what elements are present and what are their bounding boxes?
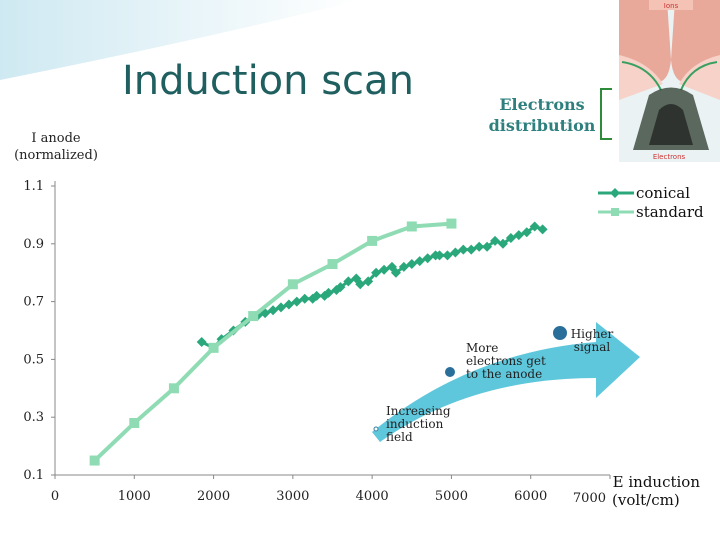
slide-title: Induction scan: [122, 58, 414, 104]
data-point-conical: [450, 247, 461, 258]
data-point-conical: [474, 241, 485, 252]
x-tick-label: 5000: [435, 489, 468, 504]
chart-axes: 0.1 0.3 0.5 0.7 0.9 1.1 0 1000 2000 3000 4000 5000 6…: [23, 179, 700, 509]
annotation-more-electrons: More: [466, 341, 498, 355]
x-tick-label: 0: [51, 489, 59, 504]
data-point-conical: [299, 293, 310, 304]
legend-marker-standard: [611, 208, 619, 216]
data-point-conical: [283, 299, 294, 310]
series-standard: [89, 218, 457, 466]
data-point-conical: [355, 279, 366, 290]
annotation-increasing-field: field: [386, 430, 413, 444]
data-point-conical: [537, 224, 548, 235]
x-tick-label: 1000: [118, 489, 151, 504]
series-line-standard: [93, 221, 452, 463]
data-point-standard: [446, 218, 457, 229]
data-point-standard: [208, 342, 219, 353]
data-point-standard: [327, 259, 338, 270]
data-point-standard: [406, 221, 417, 232]
data-point-conical: [513, 230, 524, 241]
y-tick-label: 1.1: [23, 179, 44, 194]
data-point-conical: [275, 302, 286, 313]
legend-marker-conical: [610, 188, 620, 198]
arrow-start-dot: [373, 426, 379, 432]
y-tick-label: 0.1: [23, 468, 44, 483]
electrons-distribution-label: Electrons distribution: [488, 95, 596, 135]
data-point-standard: [168, 383, 179, 394]
x-tick-label: 6000: [514, 489, 547, 504]
chart-series: [89, 218, 548, 466]
inset-ions-label: Ions: [664, 2, 679, 10]
data-point-standard: [287, 279, 298, 290]
data-point-conical: [398, 261, 409, 272]
data-point-conical: [291, 296, 302, 307]
data-point-standard: [129, 417, 140, 428]
y-axis-title-line-1: I anode: [31, 131, 81, 146]
data-point-conical: [505, 233, 516, 244]
x-tick-label: 2000: [197, 489, 230, 504]
data-point-conical: [363, 276, 374, 287]
data-point-conical: [466, 244, 477, 255]
arrow-end-dot: [551, 324, 569, 342]
annotation-more-electrons: to the anode: [466, 367, 542, 381]
data-point-conical: [482, 241, 493, 252]
y-axis-title: I anode (normalized): [8, 130, 104, 164]
inset-electrons-label: Electrons: [653, 153, 686, 161]
x-tick-label: 3000: [276, 489, 309, 504]
data-point-conical: [371, 267, 382, 278]
bracket-icon: [600, 88, 612, 140]
x-axis-title-line-2: (volt/cm): [612, 491, 680, 509]
x-tick-label: 4000: [356, 489, 389, 504]
data-point-standard: [89, 455, 100, 466]
data-point-conical: [406, 259, 417, 270]
legend-label-standard: standard: [636, 203, 704, 221]
data-point-conical: [343, 276, 354, 287]
data-point-conical: [422, 253, 433, 264]
induction-scan-chart: 0.1 0.3 0.5 0.7 0.9 1.1 0 1000 2000 3000 4000 5000 6…: [23, 179, 704, 509]
data-point-conical: [434, 250, 445, 261]
signal-arrow-shape: [372, 322, 640, 442]
arrow-mid-dot: [443, 365, 457, 379]
x-axis-title-line-1: E induction: [613, 473, 701, 491]
data-point-conical: [390, 267, 401, 278]
data-point-conical: [497, 238, 508, 249]
data-point-conical: [323, 287, 334, 298]
y-tick-label: 0.7: [23, 295, 44, 310]
annotation-higher-signal: signal: [574, 340, 611, 354]
data-point-conical: [529, 221, 540, 232]
annotation-higher-signal: Higher: [571, 327, 614, 341]
y-axis-title-line-2: (normalized): [14, 148, 98, 163]
x-tick-label: 7000: [573, 491, 606, 506]
data-point-conical: [442, 250, 453, 261]
signal-arrow: [372, 322, 640, 442]
annotation-more-electrons: electrons get: [466, 354, 546, 368]
data-point-conical: [414, 256, 425, 267]
data-point-conical: [268, 305, 279, 316]
data-point-standard: [367, 235, 378, 246]
data-point-conical: [521, 227, 532, 238]
data-point-conical: [311, 290, 322, 301]
data-point-conical: [379, 264, 390, 275]
legend-label-conical: conical: [636, 184, 690, 202]
annotation-increasing-field: induction: [386, 417, 444, 431]
data-point-standard: [248, 311, 259, 322]
y-tick-label: 0.9: [23, 237, 44, 252]
data-point-conical: [335, 282, 346, 293]
data-point-conical: [196, 337, 207, 348]
y-tick-label: 0.5: [23, 352, 44, 367]
electron-distribution-inset: Ions Electrons: [619, 0, 720, 162]
data-point-conical: [490, 235, 501, 246]
y-tick-label: 0.3: [23, 410, 44, 425]
data-point-conical: [458, 244, 469, 255]
annotation-increasing-field: Increasing: [386, 404, 451, 418]
